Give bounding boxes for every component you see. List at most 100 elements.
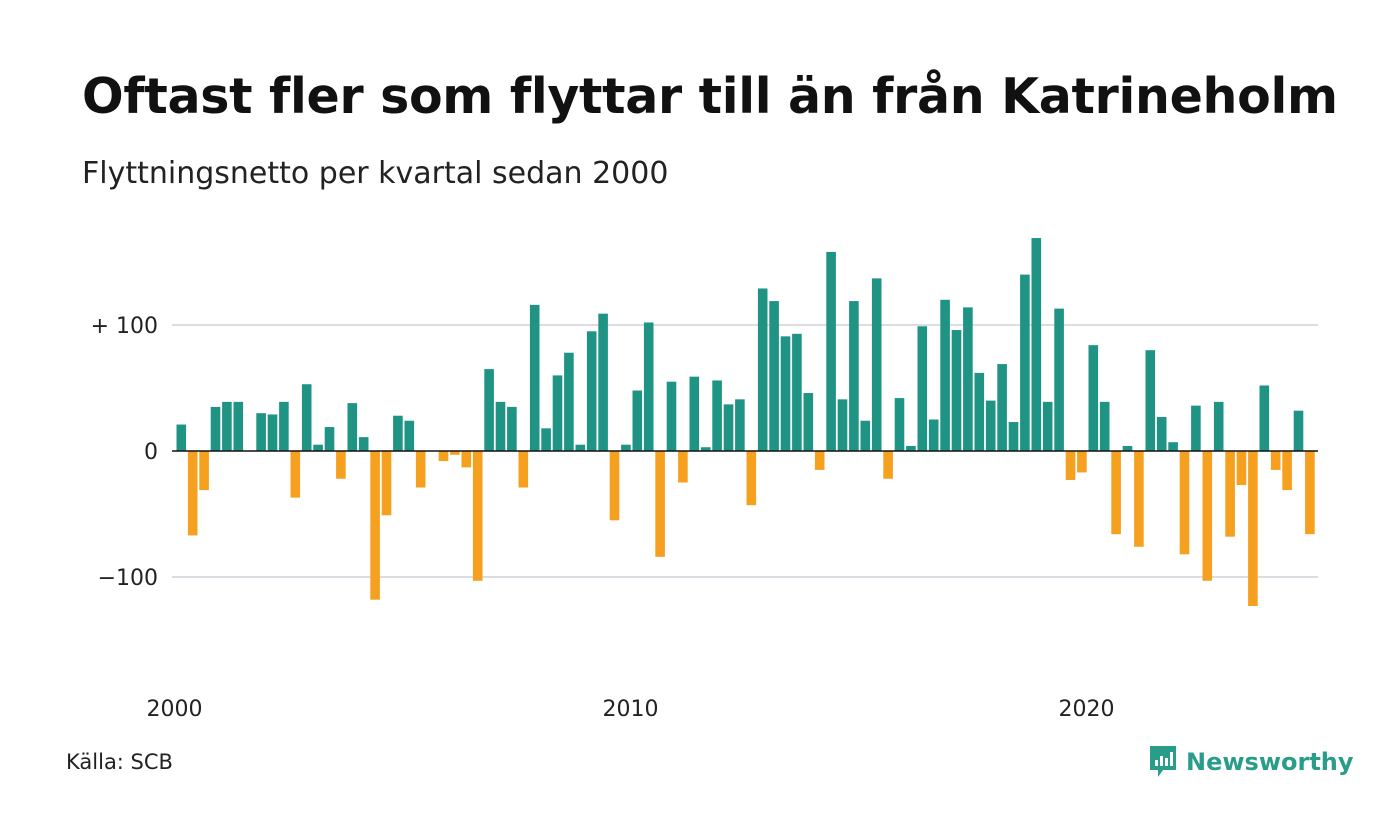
bar [541,428,551,451]
bar [1088,345,1099,451]
bar [1145,350,1156,451]
bar [1179,451,1190,555]
bar [1077,451,1087,473]
bar [438,451,449,462]
bar [1156,416,1167,451]
y-tick-label: + 100 [91,314,158,339]
bar [814,451,825,470]
bar [347,403,358,451]
bar [940,299,950,451]
bar [906,445,916,451]
bar [472,451,483,581]
bar [187,451,198,536]
bar [757,288,768,451]
bar [210,406,221,451]
bar [370,451,380,600]
bar [586,331,597,451]
bar [1282,451,1292,491]
x-axis-ticks: 2000 2010 2020 [147,697,1115,722]
bar [1225,451,1235,537]
bar [1191,405,1201,451]
grid-lines [172,324,1318,578]
bar [678,451,688,483]
bar [495,401,506,451]
bar [415,451,426,488]
bar [917,326,928,451]
bar [655,451,665,557]
bar [1008,422,1019,451]
bar [894,398,905,451]
y-tick-label: −100 [98,566,158,591]
bars [176,238,1315,606]
bar [666,381,677,451]
bar [860,420,871,451]
bar [199,451,209,491]
chart-title: Oftast fler som flyttar till än från Kat… [82,68,1338,125]
bar [1134,451,1144,547]
y-tick-label: 0 [144,440,158,465]
bar [985,400,996,451]
bar [1305,451,1315,535]
bar [1259,385,1270,451]
bar [1099,401,1110,451]
bar [974,372,985,451]
bar [951,330,962,451]
bar [256,413,266,451]
bar [313,444,323,451]
y-axis-ticks: + 100 0 −100 [91,314,158,591]
bar [803,393,814,451]
bar [393,415,403,451]
bar [689,376,700,451]
bar [871,278,882,451]
bar [1111,451,1121,535]
bar [700,447,711,451]
bar [1168,442,1178,451]
bar [780,336,791,451]
bar [404,420,415,451]
bar [279,401,289,451]
bar [792,333,802,451]
bar [529,304,540,451]
bar [301,384,312,451]
bar [1020,274,1030,451]
bar [1202,451,1213,581]
bar [826,251,836,451]
bar [1248,451,1258,606]
bar [1065,451,1076,480]
brand-logo[interactable]: Newsworthy [1148,744,1354,780]
bar [324,427,335,451]
brand-name: Newsworthy [1186,748,1354,776]
chart-subtitle: Flyttningsnetto per kvartal sedan 2000 [82,156,669,191]
bar [769,301,779,451]
bar [609,451,620,521]
bar [233,401,244,451]
bar [837,399,848,451]
source-note: Källa: SCB [66,750,173,774]
bar [928,419,939,451]
bar [461,451,472,468]
bar [518,451,529,488]
bar [1270,451,1281,470]
bar [735,399,745,451]
bar [1293,410,1304,451]
bar [746,451,757,506]
x-tick-label: 2020 [1059,697,1115,722]
bar [621,444,631,451]
bar [358,437,369,451]
bar [1042,401,1053,451]
bar [564,352,574,451]
bar [507,406,517,451]
newsworthy-logo-icon [1150,746,1176,777]
bar [575,444,586,451]
bar [450,451,460,455]
bar [1122,445,1133,451]
bar [849,301,859,451]
bar [723,404,734,451]
bar [222,401,232,451]
bar [883,451,893,479]
bar [712,380,722,451]
bar [1213,401,1224,451]
bar [290,451,301,498]
bar [632,390,643,451]
